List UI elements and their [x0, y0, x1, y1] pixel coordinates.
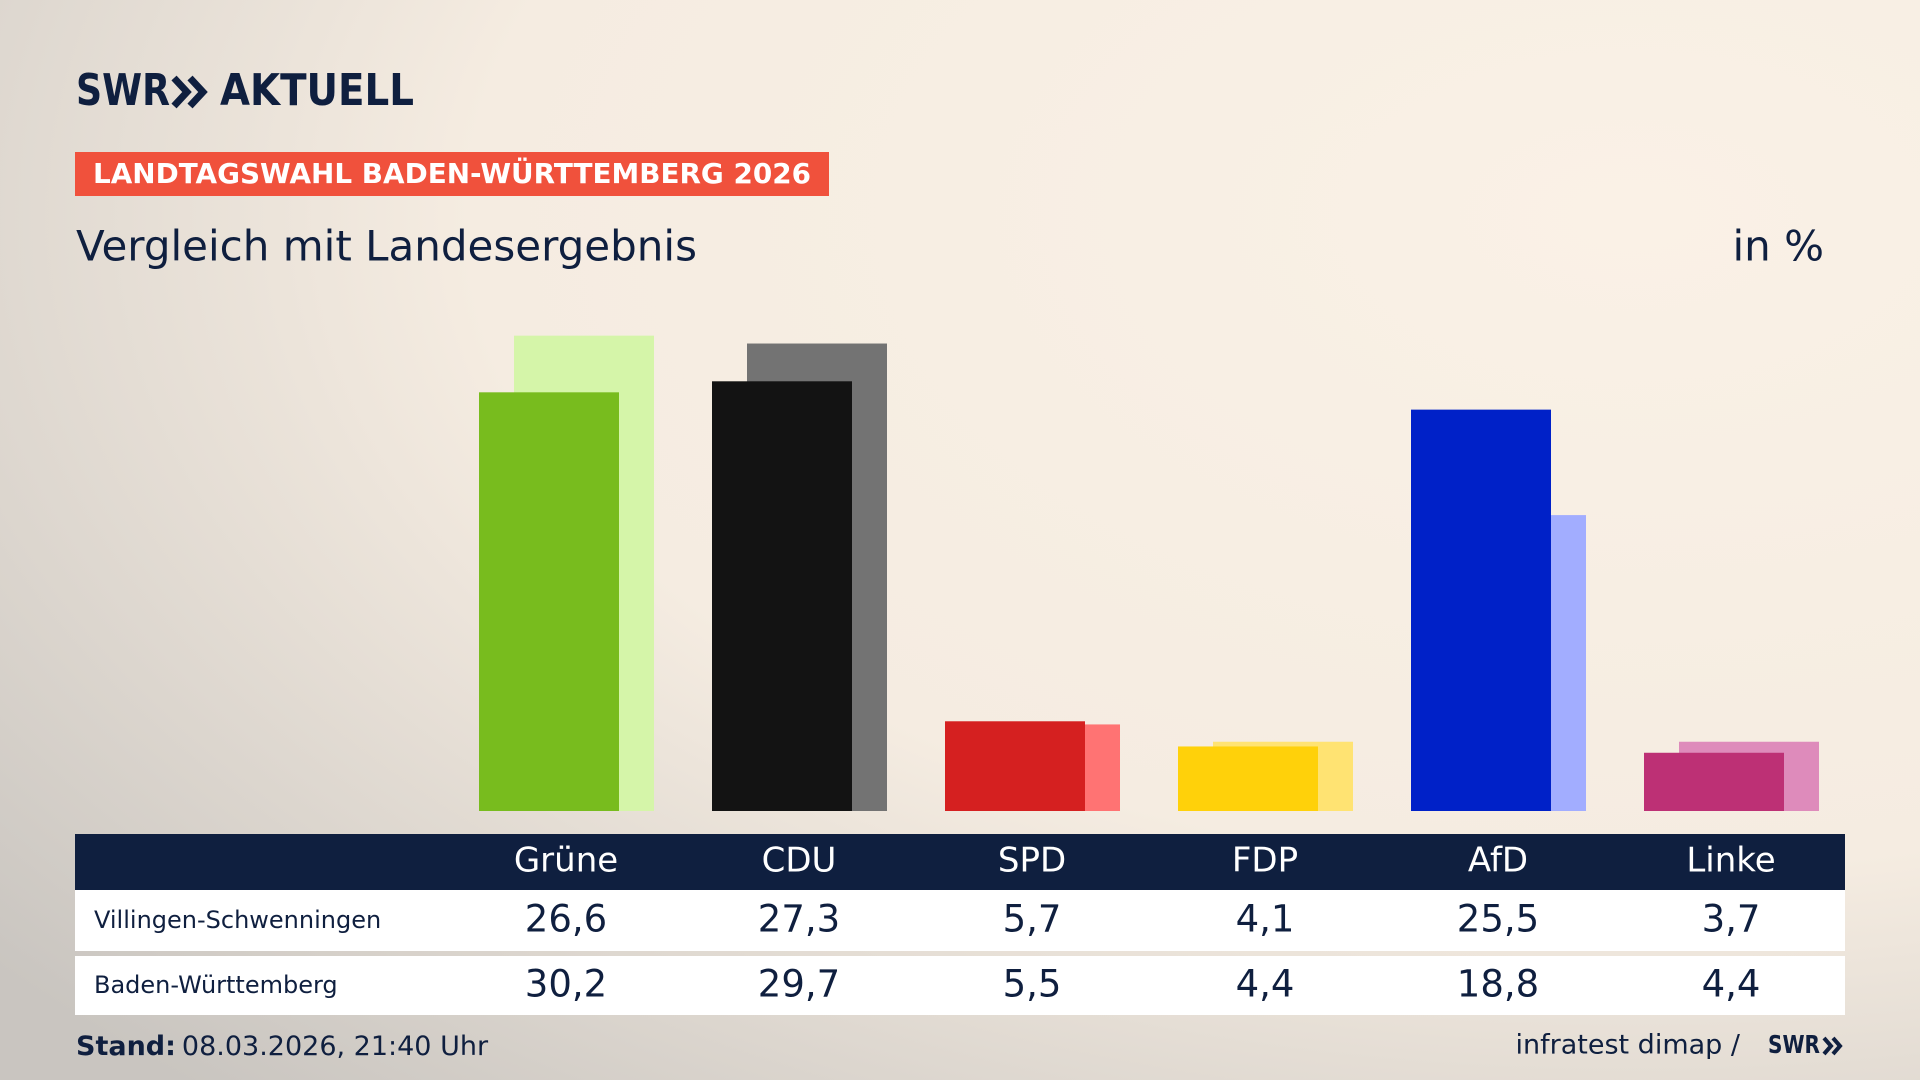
unit-label: in %: [1732, 222, 1824, 271]
bar: [945, 721, 1085, 811]
source: infratest dimap /: [1515, 1030, 1740, 1061]
column-header: FDP: [1232, 841, 1298, 881]
value-label: 3,7: [1702, 898, 1761, 941]
column-header: Linke: [1686, 841, 1775, 881]
value-label: 27,3: [758, 898, 840, 941]
chart-title: Vergleich mit Landesergebnis: [76, 222, 697, 271]
column-header: Grüne: [514, 841, 618, 881]
value-label: 18,8: [1457, 963, 1539, 1006]
stand-label: Stand:: [76, 1031, 176, 1062]
brand: SWR: [76, 65, 170, 116]
bar: [479, 392, 619, 811]
column-header: SPD: [998, 841, 1066, 881]
table-row: [75, 956, 1845, 1015]
bar: [1411, 409, 1551, 811]
stand-value: 08.03.2026, 21:40 Uhr: [182, 1031, 489, 1062]
stand: Stand: 08.03.2026, 21:40 Uhr: [76, 1031, 489, 1062]
brand-chevrons: [171, 75, 208, 109]
value-label: 5,5: [1003, 963, 1062, 1006]
bar: [1178, 746, 1318, 811]
value-label: 4,4: [1702, 963, 1761, 1006]
value-label: 4,4: [1236, 963, 1295, 1006]
table-header: [75, 834, 1845, 890]
value-label: 30,2: [525, 963, 607, 1006]
bar: [1644, 752, 1784, 811]
source-brand: SWR: [1768, 1030, 1820, 1059]
bar: [712, 381, 852, 811]
brand-suffix: AKTUELL: [220, 65, 414, 116]
value-label: 4,1: [1236, 898, 1295, 941]
value-label: 26,6: [525, 898, 607, 941]
value-label: 29,7: [758, 963, 840, 1006]
source-chevrons: [1822, 1036, 1843, 1056]
column-header: AfD: [1468, 841, 1528, 881]
column-header: CDU: [762, 841, 837, 881]
value-label: 5,7: [1003, 898, 1062, 941]
value-label: 25,5: [1457, 898, 1539, 941]
kicker: LANDTAGSWAHL BADEN-WÜRTTEMBERG 2026: [93, 156, 811, 190]
row-label: Villingen-Schwenningen: [94, 906, 381, 934]
kicker-box: [75, 152, 829, 196]
table-row: [75, 890, 1845, 951]
row-label: Baden-Württemberg: [94, 971, 338, 999]
